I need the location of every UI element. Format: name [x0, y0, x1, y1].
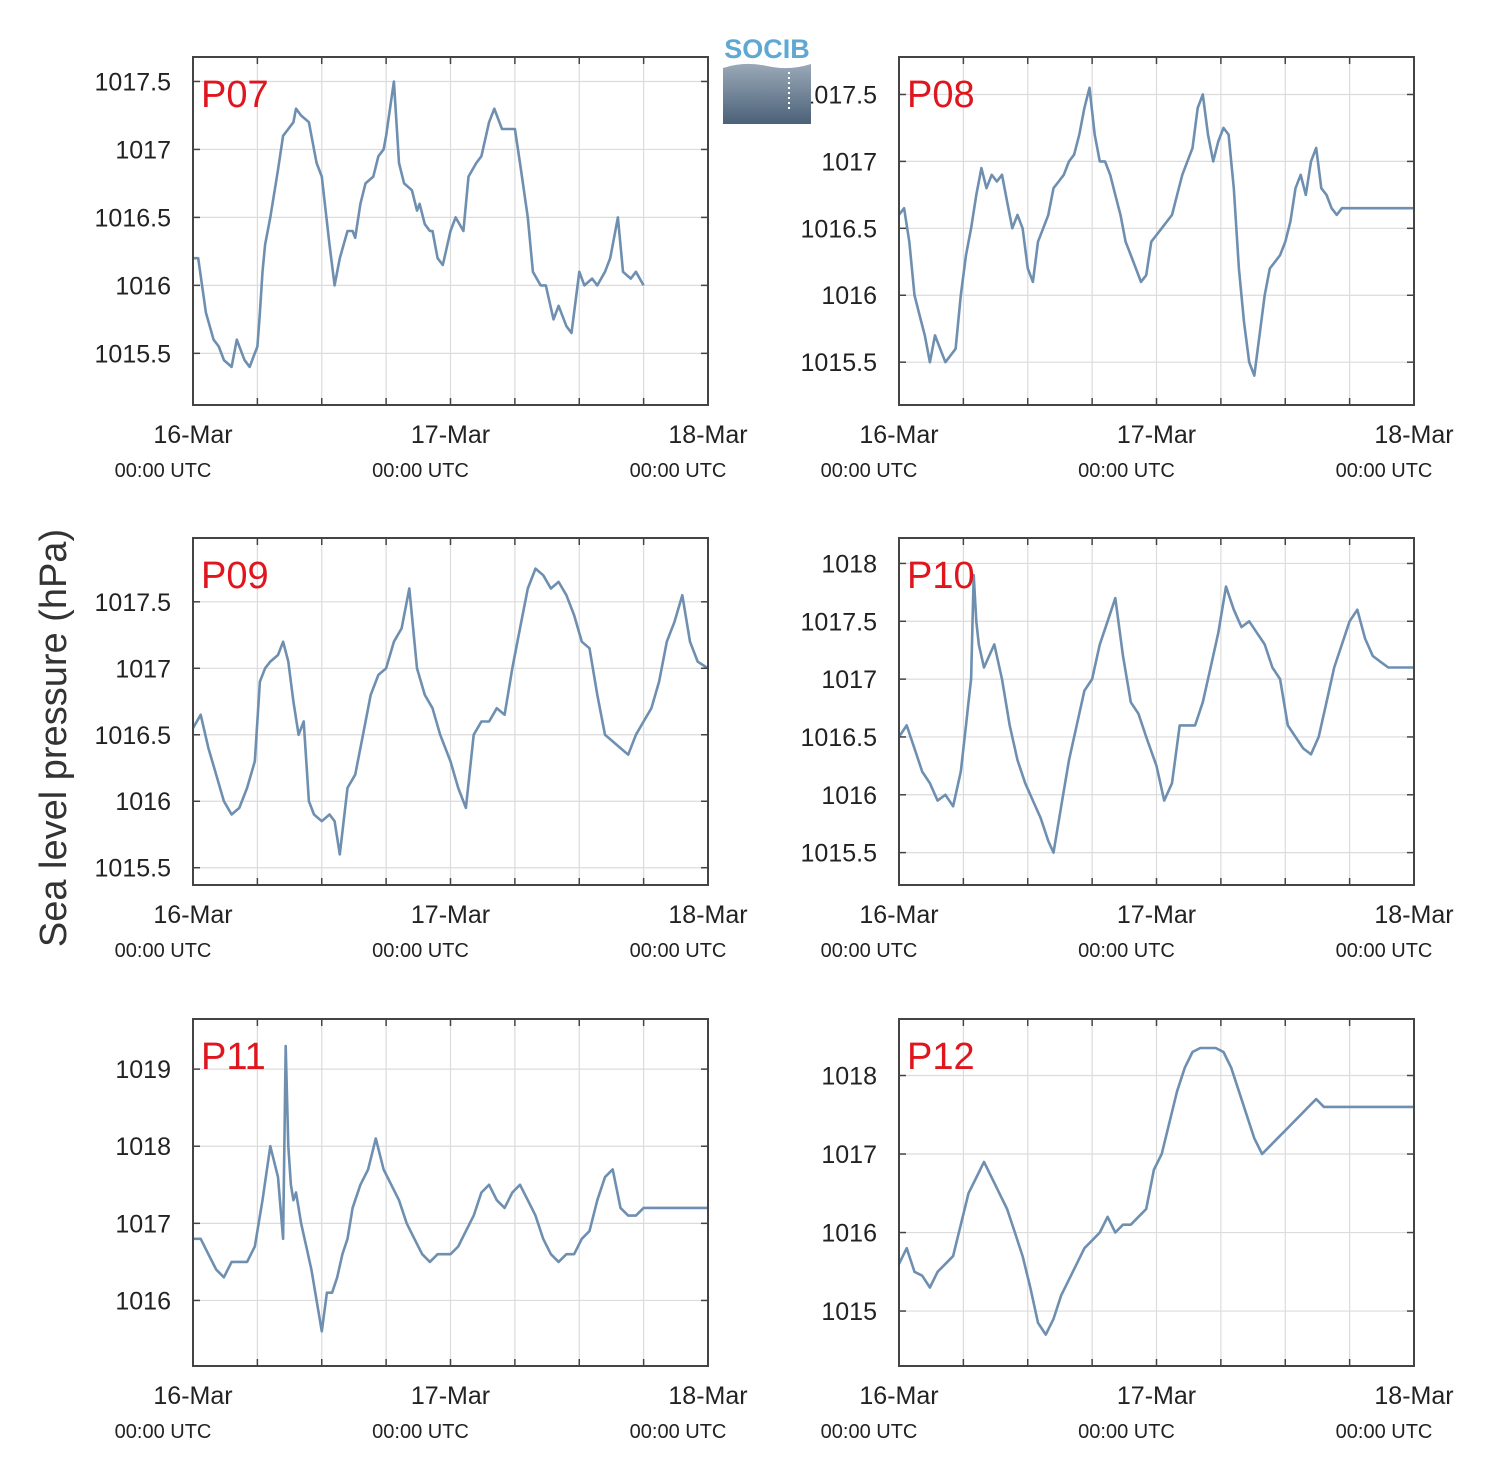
- y-tick-label: 1016: [821, 1220, 877, 1248]
- y-tick-label: 1017: [821, 666, 877, 694]
- x-tick-time-label: 00:00 UTC: [1078, 1421, 1175, 1443]
- y-tick-label: 1015.5: [801, 840, 877, 868]
- panel-label: P09: [201, 555, 269, 597]
- x-tick-date-label: 16-Mar: [859, 421, 938, 449]
- y-tick-label: 1018: [821, 1063, 877, 1091]
- x-tick-date-label: 16-Mar: [153, 421, 232, 449]
- x-tick-time-label: 00:00 UTC: [630, 460, 727, 482]
- x-tick-date-label: 16-Mar: [859, 1382, 938, 1410]
- x-tick-time-label: 00:00 UTC: [372, 460, 469, 482]
- y-tick-label: 1015.5: [801, 349, 877, 377]
- y-tick-label: 1016.5: [95, 722, 171, 750]
- chart-panel-p09: 1015.5 1016 1016.5 1017 1017.5 16-Mar 00:00 UT…: [95, 537, 748, 962]
- y-tick-label: 1017.5: [801, 81, 877, 109]
- y-tick-label: 1017: [115, 1210, 171, 1238]
- y-tick-label: 1016.5: [801, 215, 877, 243]
- y-tick-label: 1018: [115, 1133, 171, 1161]
- x-tick-time-label: 00:00 UTC: [1336, 940, 1433, 962]
- chart-panel-p11: 1016 1017 1018 1019 16-Mar 00:00 UTC 17-Mar 00:…: [115, 1018, 748, 1443]
- chart-panels: 1015.5 1016 1016.5 1017 1017.5 16-Mar 00:00 UT…: [95, 56, 1454, 1443]
- x-tick-time-label: 00:00 UTC: [1336, 460, 1433, 482]
- x-tick-time-label: 00:00 UTC: [1078, 460, 1175, 482]
- x-tick-date-label: 18-Mar: [668, 1382, 747, 1410]
- logo-wave-block: [723, 63, 811, 124]
- y-axis-label: Sea level pressure (hPa): [33, 529, 75, 947]
- x-tick-date-label: 17-Mar: [1117, 1382, 1196, 1410]
- x-tick-date-label: 18-Mar: [668, 901, 747, 929]
- pressure-series-line: [191, 567, 709, 856]
- pressure-series-line: [193, 80, 645, 369]
- chart-panel-p12: 1015 1016 1017 1018 16-Mar 00:00 UTC 17-Mar 00:…: [821, 1018, 1454, 1443]
- pressure-series-line: [897, 86, 1414, 377]
- y-tick-label: 1017.5: [801, 608, 877, 636]
- y-tick-label: 1017.5: [95, 68, 171, 96]
- x-tick-date-label: 17-Mar: [1117, 421, 1196, 449]
- panel-label: P12: [907, 1036, 975, 1078]
- x-tick-time-label: 00:00 UTC: [630, 940, 727, 962]
- x-tick-date-label: 18-Mar: [1374, 901, 1453, 929]
- y-tick-label: 1015.5: [95, 855, 171, 883]
- chart-panel-p10: 1015.5 1016 1016.5 1017 1017.5 1018 16-Mar 00:0…: [801, 537, 1454, 962]
- y-tick-label: 1017: [821, 1141, 877, 1169]
- pressure-series-line: [897, 573, 1414, 854]
- chart-panel-p08: 1015.5 1016 1016.5 1017 1017.5 16-Mar 00:00 UT…: [801, 56, 1454, 482]
- y-tick-label: 1017: [115, 136, 171, 164]
- x-tick-time-label: 00:00 UTC: [821, 460, 918, 482]
- x-tick-time-label: 00:00 UTC: [630, 1421, 727, 1443]
- pressure-series-line: [897, 1046, 1414, 1336]
- y-tick-label: 1015.5: [95, 340, 171, 368]
- x-tick-date-label: 16-Mar: [153, 1382, 232, 1410]
- y-tick-label: 1017.5: [95, 589, 171, 617]
- x-tick-time-label: 00:00 UTC: [821, 940, 918, 962]
- x-tick-time-label: 00:00 UTC: [372, 1421, 469, 1443]
- pressure-series-line: [193, 1044, 708, 1333]
- y-tick-label: 1016: [821, 282, 877, 310]
- y-tick-label: 1016.5: [801, 724, 877, 752]
- x-tick-date-label: 17-Mar: [1117, 901, 1196, 929]
- x-tick-date-label: 17-Mar: [411, 421, 490, 449]
- y-tick-label: 1015: [821, 1298, 877, 1326]
- x-tick-date-label: 17-Mar: [411, 1382, 490, 1410]
- x-tick-time-label: 00:00 UTC: [1336, 1421, 1433, 1443]
- y-tick-label: 1019: [115, 1056, 171, 1084]
- x-tick-date-label: 16-Mar: [859, 901, 938, 929]
- x-tick-time-label: 00:00 UTC: [115, 460, 212, 482]
- x-tick-time-label: 00:00 UTC: [821, 1421, 918, 1443]
- x-tick-time-label: 00:00 UTC: [115, 940, 212, 962]
- y-tick-label: 1016: [115, 272, 171, 300]
- chart-panel-p07: 1015.5 1016 1016.5 1017 1017.5 16-Mar 00:00 UT…: [95, 56, 748, 482]
- x-tick-date-label: 17-Mar: [411, 901, 490, 929]
- y-tick-label: 1016: [115, 1287, 171, 1315]
- x-tick-date-label: 18-Mar: [668, 421, 747, 449]
- y-tick-label: 1016.5: [95, 204, 171, 232]
- panel-label: P10: [907, 555, 975, 597]
- x-tick-time-label: 00:00 UTC: [372, 940, 469, 962]
- x-tick-date-label: 18-Mar: [1374, 1382, 1453, 1410]
- panel-label: P08: [907, 74, 975, 116]
- panel-label: P11: [201, 1036, 266, 1078]
- y-tick-label: 1016: [115, 788, 171, 816]
- socib-logo: SOCIB: [723, 34, 811, 124]
- x-tick-time-label: 00:00 UTC: [1078, 940, 1175, 962]
- y-tick-label: 1017: [821, 148, 877, 176]
- y-tick-label: 1017: [115, 655, 171, 683]
- x-tick-date-label: 16-Mar: [153, 901, 232, 929]
- x-tick-time-label: 00:00 UTC: [115, 1421, 212, 1443]
- panel-label: P07: [201, 74, 269, 116]
- logo-text: SOCIB: [724, 34, 810, 64]
- y-tick-label: 1018: [821, 550, 877, 578]
- y-tick-label: 1016: [821, 782, 877, 810]
- x-tick-date-label: 18-Mar: [1374, 421, 1453, 449]
